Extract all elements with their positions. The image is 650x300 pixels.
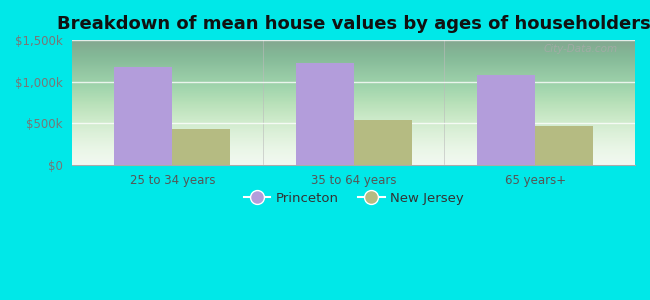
Bar (535, 126, 593, 165)
Bar (296, 63, 354, 165)
Bar (172, 129, 230, 165)
Bar (114, 67, 172, 165)
Bar (354, 120, 412, 165)
Text: City-Data.com: City-Data.com (544, 44, 618, 54)
Legend: Princeton, New Jersey: Princeton, New Jersey (239, 187, 469, 210)
Bar (477, 75, 535, 165)
Title: Breakdown of mean house values by ages of householders: Breakdown of mean house values by ages o… (57, 15, 650, 33)
